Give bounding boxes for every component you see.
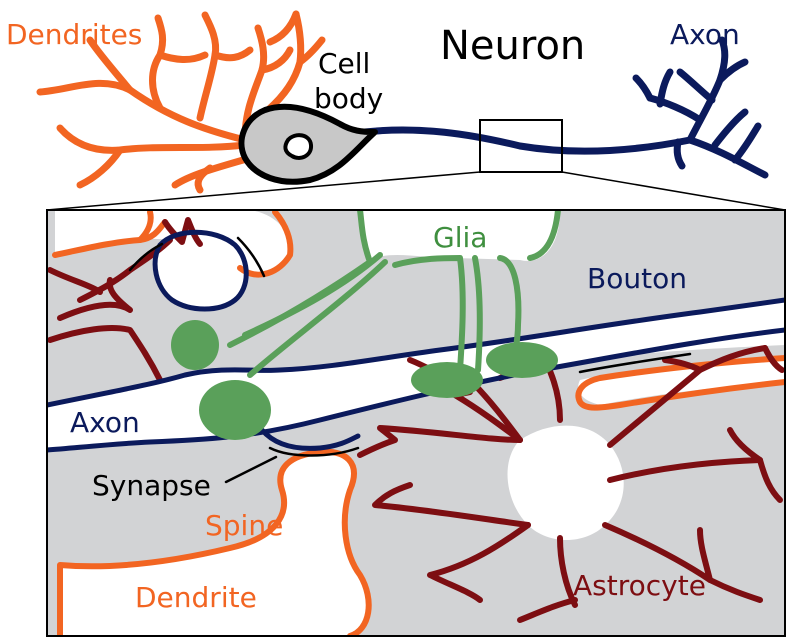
- label-cell-body-line2: body: [314, 82, 384, 115]
- label-cell-body-line1: Cell: [318, 47, 371, 80]
- page-title: Neuron: [440, 23, 586, 69]
- label-dendrite: Dendrite: [135, 581, 257, 614]
- zoom-box: [479, 119, 563, 173]
- glia-endfeet: [171, 320, 558, 440]
- label-synapse: Synapse: [92, 469, 211, 502]
- label-axon-inset: Axon: [70, 406, 140, 439]
- inset-frame: [46, 209, 786, 637]
- label-bouton: Bouton: [587, 262, 687, 295]
- nucleus: [283, 133, 314, 160]
- synapse-contacts: [128, 236, 692, 484]
- label-glia: Glia: [433, 221, 488, 254]
- label-dendrites: Dendrites: [6, 18, 143, 51]
- zoom-line-right: [561, 171, 786, 211]
- label-astrocyte: Astrocyte: [573, 569, 706, 602]
- dendrite-tree: [36, 10, 326, 194]
- label-axon-top: Axon: [670, 18, 740, 51]
- zoom-line-left: [46, 171, 481, 211]
- label-spine: Spine: [205, 509, 284, 542]
- axon-top: [361, 36, 769, 179]
- axon-inset: [47, 229, 785, 453]
- astrocyte: [47, 217, 785, 623]
